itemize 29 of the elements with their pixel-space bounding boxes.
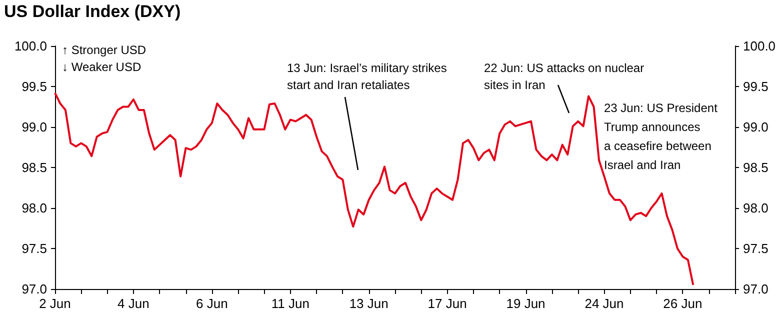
- x-tick-label: 2 Jun: [39, 296, 71, 311]
- chart-title: US Dollar Index (DXY): [4, 2, 181, 22]
- y-tick-label: 98.0: [22, 200, 47, 216]
- x-tick-label: 19 Jun: [506, 296, 546, 311]
- annotation: 23 Jun: US President Trump announces a ceasefire between Israel and Iran: [604, 100, 718, 174]
- y2-tick-label: 97.0: [743, 282, 768, 296]
- annotation: 13 Jun: Israel’s military strikes start and Iran retaliates: [287, 60, 447, 94]
- annotation: ↑ Stronger USD: [62, 42, 146, 59]
- x-tick-label: 13 Jun: [349, 296, 388, 311]
- y2-tick-label: 98.5: [743, 160, 768, 175]
- y2-tick-label: 100.0: [743, 38, 776, 54]
- y-tick-label: 98.5: [22, 160, 47, 175]
- x-tick-label: 6 Jun: [196, 296, 228, 311]
- y2-tick-label: 97.5: [743, 241, 768, 256]
- y-tick-label: 97.5: [22, 241, 47, 256]
- y-tick-label: 100.0: [14, 38, 47, 54]
- x-tick-label: 17 Jun: [428, 296, 467, 311]
- y2-tick-label: 99.0: [743, 120, 768, 134]
- y2-tick-label: 98.0: [743, 200, 768, 216]
- x-tick-label: 26 Jun: [663, 296, 702, 311]
- x-tick-label: 4 Jun: [118, 296, 150, 311]
- annotation: ↓ Weaker USD: [62, 59, 142, 76]
- x-tick-label: 11 Jun: [271, 296, 310, 311]
- y-tick-label: 99.0: [22, 120, 47, 134]
- annotation: 22 Jun: US attacks on nuclear sites in Iran: [484, 60, 644, 94]
- y-tick-label: 99.5: [22, 79, 47, 94]
- x-tick-label: 24 Jun: [584, 296, 624, 311]
- y2-tick-label: 99.5: [743, 79, 768, 94]
- y-tick-label: 97.0: [22, 282, 47, 296]
